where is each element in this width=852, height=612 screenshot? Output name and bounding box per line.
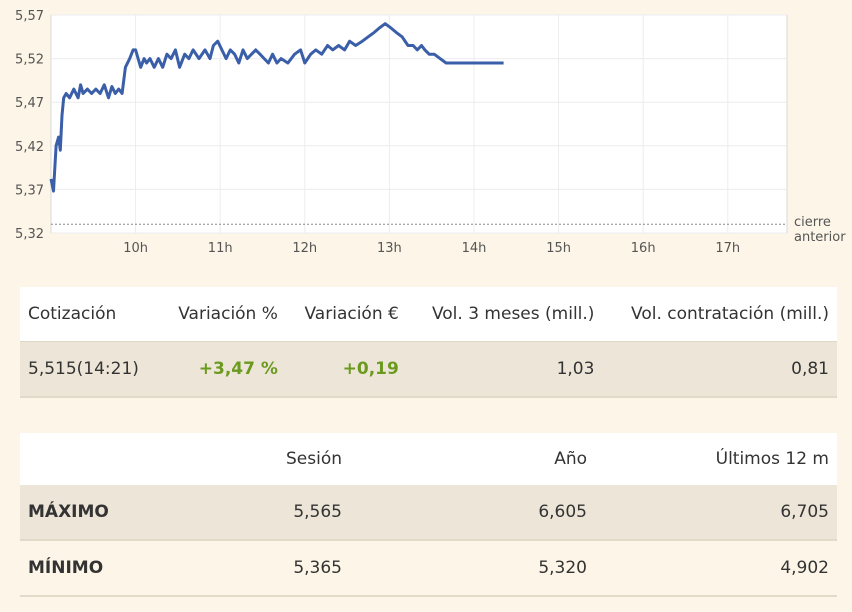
- x-tick-label: 13h: [377, 241, 402, 256]
- header-vol-contratacion: Vol. contratación (mill.): [602, 287, 837, 342]
- cell-variacion-eur: +0,19: [285, 341, 407, 398]
- header-vol-3-meses: Vol. 3 meses (mill.): [406, 287, 603, 342]
- x-axis-ticks: 10h 11h 12h 13h 14h 15h 16h 17h: [123, 241, 740, 256]
- header-range-label: [20, 433, 150, 485]
- header-variacion-pct: Variación %: [159, 287, 286, 342]
- quote-header-row: Cotización Variación % Variación € Vol. …: [20, 287, 837, 342]
- y-tick-label: 5,47: [15, 96, 44, 111]
- x-tick-label: 16h: [631, 241, 656, 256]
- price-series-line: [49, 22, 504, 193]
- cell-vol-contratacion: 0,81: [602, 341, 837, 398]
- grid-lines: [51, 14, 787, 234]
- row-minimo: MÍNIMO 5,365 5,320 4,902: [20, 540, 837, 597]
- quote-table: Cotización Variación % Variación € Vol. …: [20, 287, 837, 398]
- intraday-price-chart: 5,57 5,52 5,47 5,42 5,37 5,32 10h 11h 12h 13h 14h…: [15, 9, 846, 256]
- cell-vol-3-meses: 1,03: [406, 341, 603, 398]
- quote-row: 5,515(14:21) +3,47 % +0,19 1,03 0,81: [20, 341, 837, 398]
- y-tick-label: 5,52: [15, 53, 44, 68]
- maximo-ano: 6,605: [350, 485, 595, 541]
- previous-close-label-line2: anterior: [794, 230, 846, 245]
- x-tick-label: 15h: [546, 241, 571, 256]
- label-maximo: MÁXIMO: [20, 485, 150, 541]
- x-tick-label: 11h: [208, 241, 233, 256]
- header-cotizacion: Cotización: [20, 287, 160, 342]
- x-tick-label: 17h: [715, 241, 740, 256]
- x-tick-label: 10h: [123, 241, 148, 256]
- y-tick-label: 5,42: [15, 140, 44, 155]
- y-tick-label: 5,57: [15, 9, 44, 24]
- label-minimo: MÍNIMO: [20, 540, 150, 597]
- x-tick-label: 12h: [292, 241, 317, 256]
- previous-close-label-line1: cierre: [794, 215, 831, 230]
- y-tick-label: 5,37: [15, 183, 44, 198]
- range-header-row: Sesión Año Últimos 12 m: [20, 433, 837, 485]
- header-variacion-eur: Variación €: [285, 287, 407, 342]
- cell-cotizacion: 5,515(14:21): [20, 341, 160, 398]
- range-table: Sesión Año Últimos 12 m MÁXIMO 5,565 6,6…: [20, 433, 837, 597]
- row-maximo: MÁXIMO 5,565 6,605 6,705: [20, 485, 837, 541]
- cell-variacion-pct: +3,47 %: [159, 341, 286, 398]
- minimo-ano: 5,320: [350, 540, 595, 597]
- header-ano: Año: [350, 433, 595, 485]
- maximo-ultimos-12m: 6,705: [595, 485, 837, 541]
- minimo-ultimos-12m: 4,902: [595, 540, 837, 597]
- minimo-sesion: 5,365: [150, 540, 350, 597]
- y-axis-ticks: 5,57 5,52 5,47 5,42 5,37 5,32: [15, 9, 44, 242]
- y-tick-label: 5,32: [15, 227, 44, 242]
- header-sesion: Sesión: [150, 433, 350, 485]
- header-ultimos-12m: Últimos 12 m: [595, 433, 837, 485]
- x-tick-label: 14h: [462, 241, 487, 256]
- maximo-sesion: 5,565: [150, 485, 350, 541]
